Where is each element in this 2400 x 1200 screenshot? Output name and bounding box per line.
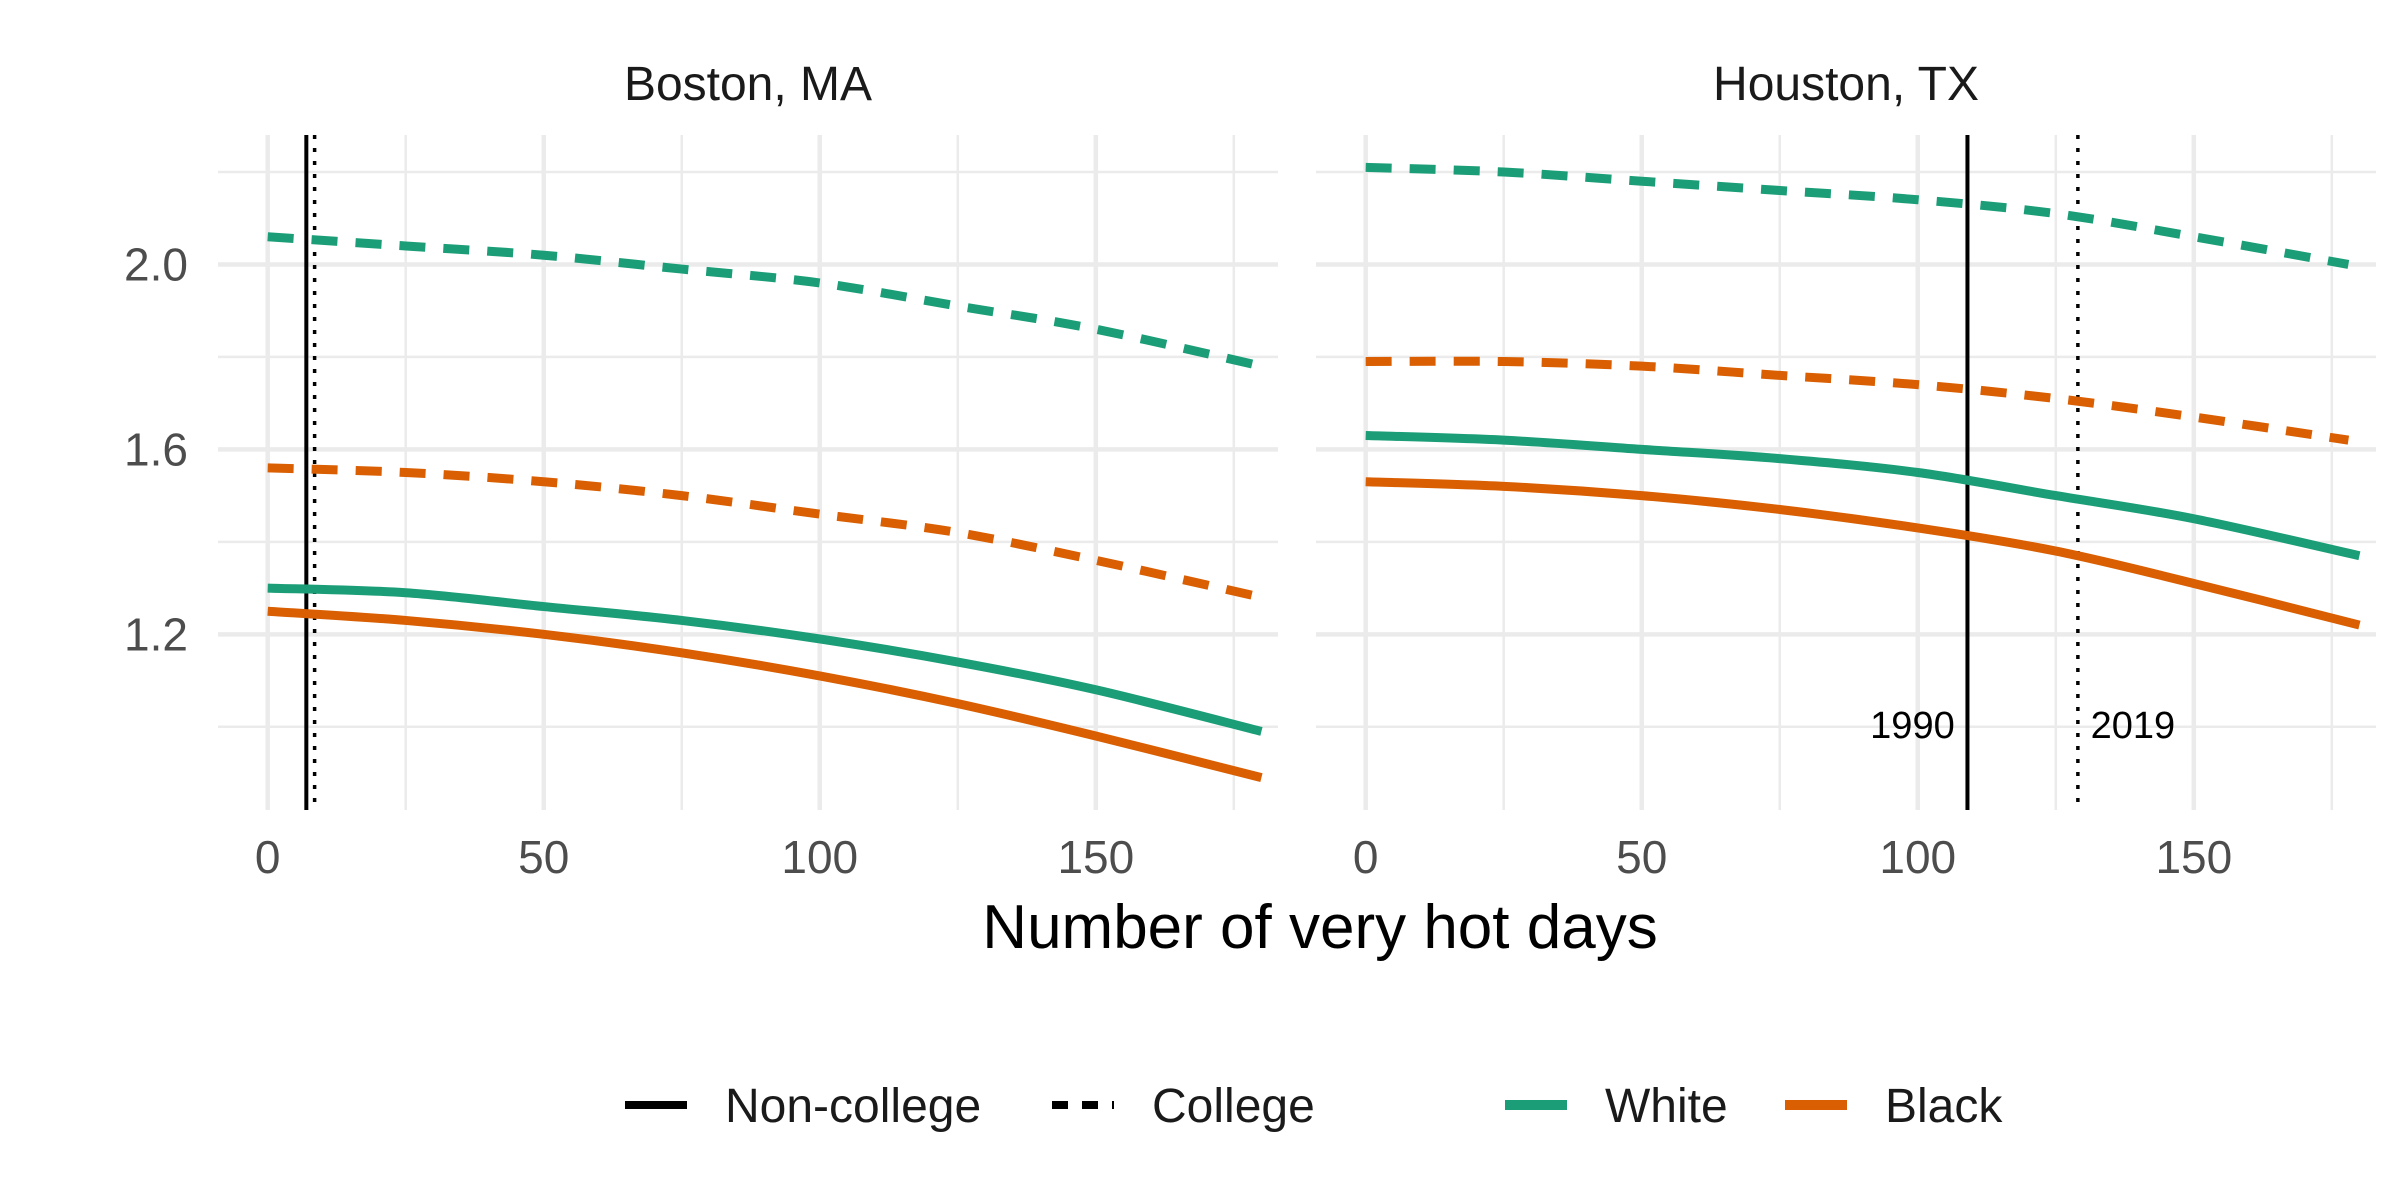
x-tick-label: 0 xyxy=(1353,831,1379,883)
panel-boston: Boston, MA 0 50 100 150 1.2 1.6 2.0 xyxy=(124,58,1278,883)
legend-label: College xyxy=(1152,1080,1315,1133)
series-line-black-college xyxy=(267,463,1263,602)
reference-line-label: 1990 xyxy=(1870,705,1955,747)
panel-title: Houston, TX xyxy=(1713,58,1979,111)
legend-label: Black xyxy=(1885,1080,2003,1133)
y-tick-label: 1.6 xyxy=(124,423,188,475)
x-tick-label: 100 xyxy=(781,831,858,883)
series-line-white-college xyxy=(267,232,1263,371)
x-tick-label: 0 xyxy=(255,831,281,883)
series-line-black-college xyxy=(1365,356,2350,445)
y-tick-label: 2.0 xyxy=(124,238,188,290)
x-tick-label: 150 xyxy=(1057,831,1134,883)
x-tick-label: 50 xyxy=(518,831,569,883)
series-line-black-non-college xyxy=(267,606,1263,783)
x-axis-title: Number of very hot days xyxy=(982,893,1657,962)
legend-label: Non-college xyxy=(725,1080,981,1133)
series-line-white-college xyxy=(1365,162,2350,269)
reference-line-label: 2019 xyxy=(2091,705,2176,747)
x-tick-label: 100 xyxy=(1879,831,1956,883)
x-tick-label: 50 xyxy=(1616,831,1667,883)
series-line-black-non-college xyxy=(1365,477,2361,630)
legend: Non-college College White Black xyxy=(625,1080,2003,1133)
panel-houston: Houston, TX 0 50 100 150 1990 2019 xyxy=(1316,58,2376,883)
x-tick-label: 150 xyxy=(2155,831,2232,883)
legend-label: White xyxy=(1605,1080,1728,1133)
panel-title: Boston, MA xyxy=(624,58,872,111)
series-line-white-non-college xyxy=(1365,431,2361,561)
y-tick-label: 1.2 xyxy=(124,608,188,660)
series-line-white-non-college xyxy=(267,583,1263,736)
